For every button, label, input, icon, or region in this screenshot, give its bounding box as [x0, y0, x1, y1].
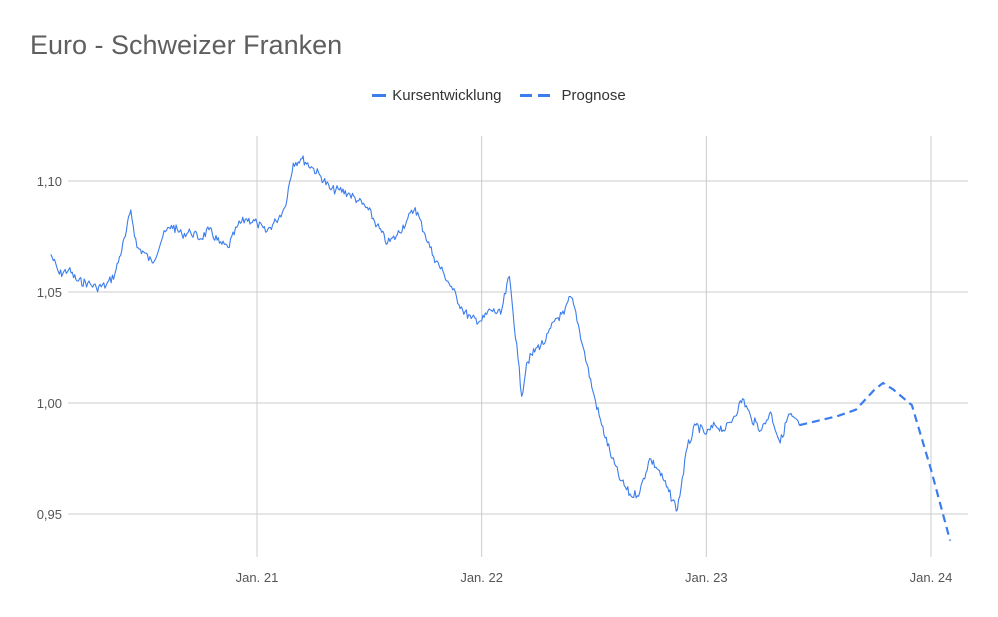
- legend-label-prognose: Prognose: [561, 87, 626, 104]
- y-tick-label: 1,10: [37, 174, 62, 189]
- chart-title: Euro - Schweizer Franken: [30, 30, 343, 60]
- legend: Kursentwicklung Prognose: [0, 87, 998, 104]
- y-tick-label: 0,95: [37, 507, 62, 522]
- legend-item-prognose: Prognose: [519, 87, 626, 104]
- x-tick-label: Jan. 21: [236, 570, 279, 585]
- legend-label-kursentwicklung: Kursentwicklung: [392, 87, 502, 104]
- x-tick-label: Jan. 23: [685, 570, 728, 585]
- y-tick-label: 1,05: [37, 285, 62, 300]
- series-line-kursentwicklung: [50, 155, 800, 512]
- series-line-prognose: [799, 381, 952, 541]
- legend-swatch-solid: [372, 94, 387, 97]
- x-tick-label: Jan. 24: [910, 570, 953, 585]
- x-tick-label: Jan. 22: [460, 570, 503, 585]
- y-tick-label: 1,00: [37, 396, 62, 411]
- legend-item-kursentwicklung: Kursentwicklung: [372, 87, 502, 104]
- legend-swatch-dashed: [519, 94, 556, 97]
